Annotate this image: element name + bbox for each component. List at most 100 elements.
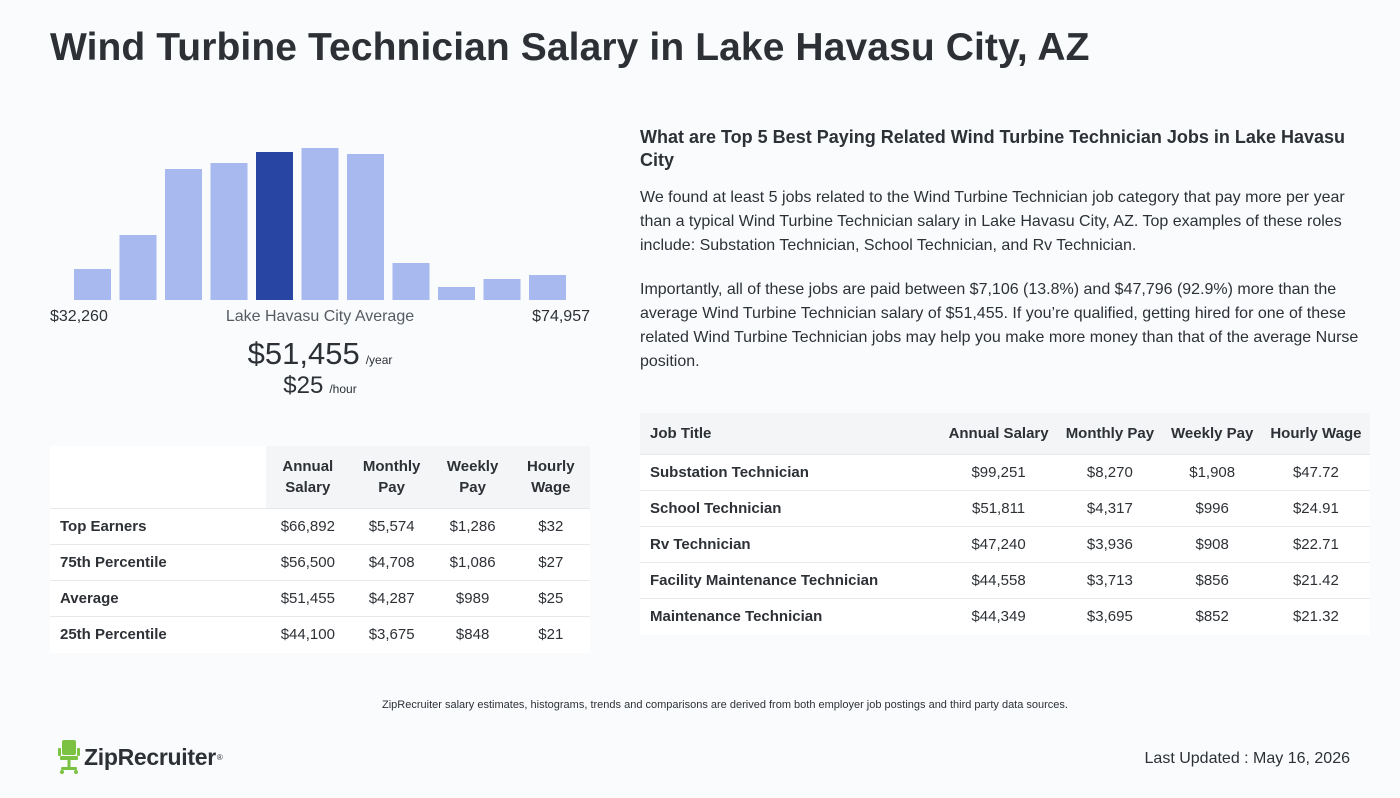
- percentile-table-header: Annual Salary Monthly Pay Weekly Pay Hou…: [50, 446, 590, 509]
- table-cell: $3,675: [349, 616, 434, 653]
- table-cell: $66,892: [266, 508, 350, 545]
- table-row: Maintenance Technician $44,349 $3,695 $8…: [640, 598, 1370, 635]
- table-cell: $908: [1162, 526, 1262, 563]
- histogram-center-label: Lake Havasu City Average: [225, 308, 415, 325]
- table-cell: Average: [50, 580, 266, 617]
- table-cell: $848: [433, 616, 512, 653]
- histogram-bar: [301, 148, 339, 300]
- histogram-bar: [438, 287, 475, 300]
- table-cell: 25th Percentile: [50, 616, 266, 653]
- table-cell: $44,349: [940, 598, 1058, 635]
- page-title: Wind Turbine Technician Salary in Lake H…: [50, 26, 1090, 69]
- histogram-bar: [210, 163, 248, 300]
- percentile-header-blank: [50, 446, 266, 509]
- table-row: Rv Technician $47,240 $3,936 $908 $22.71: [640, 526, 1370, 563]
- table-cell: $21.32: [1261, 598, 1370, 635]
- table-row: School Technician $51,811 $4,317 $996 $2…: [640, 490, 1370, 527]
- percentile-header-monthly: Monthly Pay: [349, 446, 434, 509]
- table-cell: $1,086: [433, 544, 512, 581]
- table-cell: $99,251: [940, 454, 1058, 491]
- table-cell: $56,500: [266, 544, 350, 581]
- salary-histogram: [50, 120, 590, 300]
- job-title-cell: Substation Technician: [640, 454, 940, 491]
- table-row: 75th Percentile $56,500 $4,708 $1,086 $2…: [50, 544, 590, 581]
- job-title-cell: Rv Technician: [640, 526, 940, 563]
- table-cell: $47.72: [1261, 454, 1370, 491]
- average-yearly-value: $51,455: [247, 336, 360, 371]
- average-hourly: $25/hour: [50, 372, 590, 400]
- chair-icon: [58, 740, 80, 774]
- table-cell: $32: [511, 508, 590, 545]
- jobs-header-weekly: Weekly Pay: [1162, 413, 1262, 455]
- table-cell: Top Earners: [50, 508, 266, 545]
- table-cell: $44,558: [940, 562, 1058, 599]
- table-cell: $1,908: [1162, 454, 1262, 491]
- jobs-table-header: Job Title Annual Salary Monthly Pay Week…: [640, 413, 1370, 455]
- table-cell: $21: [511, 616, 590, 653]
- table-cell: $44,100: [266, 616, 350, 653]
- histogram-bar: [529, 275, 566, 300]
- jobs-header-title: Job Title: [640, 413, 940, 455]
- table-row: 25th Percentile $44,100 $3,675 $848 $21: [50, 616, 590, 653]
- table-row: Substation Technician $99,251 $8,270 $1,…: [640, 454, 1370, 491]
- related-jobs-paragraph-1: We found at least 5 jobs related to the …: [640, 189, 1345, 254]
- table-cell: $3,713: [1057, 562, 1163, 599]
- table-cell: $3,695: [1057, 598, 1163, 635]
- table-cell: $25: [511, 580, 590, 617]
- table-cell: $852: [1162, 598, 1262, 635]
- logo-wordmark: ZipRecruiter: [84, 743, 216, 770]
- table-cell: $996: [1162, 490, 1262, 527]
- histogram-bar: [483, 279, 521, 300]
- data-source-footnote: ZipRecruiter salary estimates, histogram…: [382, 699, 1068, 711]
- table-cell: $8,270: [1057, 454, 1163, 491]
- jobs-header-hourly: Hourly Wage: [1261, 413, 1370, 455]
- table-cell: $22.71: [1261, 526, 1370, 563]
- table-cell: $4,317: [1057, 490, 1163, 527]
- last-updated: Last Updated : May 16, 2026: [1144, 750, 1350, 767]
- histogram-bar: [165, 169, 202, 300]
- logo-registered-mark: ®: [216, 752, 223, 762]
- percentile-header-annual: Annual Salary: [266, 446, 350, 509]
- percentile-header-weekly: Weekly Pay: [433, 446, 512, 509]
- table-cell: $1,286: [433, 508, 512, 545]
- average-yearly-unit: /year: [365, 353, 393, 367]
- table-cell: 75th Percentile: [50, 544, 266, 581]
- percentile-table: Annual Salary Monthly Pay Weekly Pay Hou…: [50, 446, 590, 653]
- jobs-header-monthly: Monthly Pay: [1057, 413, 1163, 455]
- ziprecruiter-logo[interactable]: ZipRecruiter ®: [58, 740, 223, 774]
- average-hourly-unit: /hour: [329, 382, 357, 396]
- table-cell: $4,287: [349, 580, 434, 617]
- job-title-cell: Facility Maintenance Technician: [640, 562, 940, 599]
- average-yearly: $51,455/year: [50, 336, 590, 372]
- average-hourly-value: $25: [283, 372, 324, 399]
- histogram-bar: [392, 263, 430, 300]
- table-row: Facility Maintenance Technician $44,558 …: [640, 562, 1370, 599]
- histogram-bar-average: [256, 152, 293, 300]
- histogram-bar: [74, 269, 111, 300]
- table-cell: $51,811: [940, 490, 1058, 527]
- related-jobs-table: Job Title Annual Salary Monthly Pay Week…: [640, 413, 1370, 635]
- table-cell: $24.91: [1261, 490, 1370, 527]
- related-jobs-paragraph-2: Importantly, all of these jobs are paid …: [640, 281, 1359, 370]
- histogram-bar: [347, 154, 384, 300]
- table-cell: $21.42: [1261, 562, 1370, 599]
- histogram-svg: [74, 148, 566, 300]
- histogram-bar: [119, 235, 157, 300]
- table-cell: $3,936: [1057, 526, 1163, 563]
- job-title-cell: Maintenance Technician: [640, 598, 940, 635]
- table-row: Average $51,455 $4,287 $989 $25: [50, 580, 590, 617]
- table-cell: $27: [511, 544, 590, 581]
- table-cell: $856: [1162, 562, 1262, 599]
- table-row: Top Earners $66,892 $5,574 $1,286 $32: [50, 508, 590, 545]
- percentile-header-hourly: Hourly Wage: [511, 446, 590, 509]
- table-cell: $989: [433, 580, 512, 617]
- related-jobs-section: What are Top 5 Best Paying Related Wind …: [640, 126, 1370, 374]
- table-cell: $5,574: [349, 508, 434, 545]
- table-cell: $47,240: [940, 526, 1058, 563]
- related-jobs-heading: What are Top 5 Best Paying Related Wind …: [640, 127, 1345, 170]
- job-title-cell: School Technician: [640, 490, 940, 527]
- histogram-range-max: $74,957: [532, 308, 590, 325]
- table-cell: $4,708: [349, 544, 434, 581]
- jobs-header-annual: Annual Salary: [940, 413, 1058, 455]
